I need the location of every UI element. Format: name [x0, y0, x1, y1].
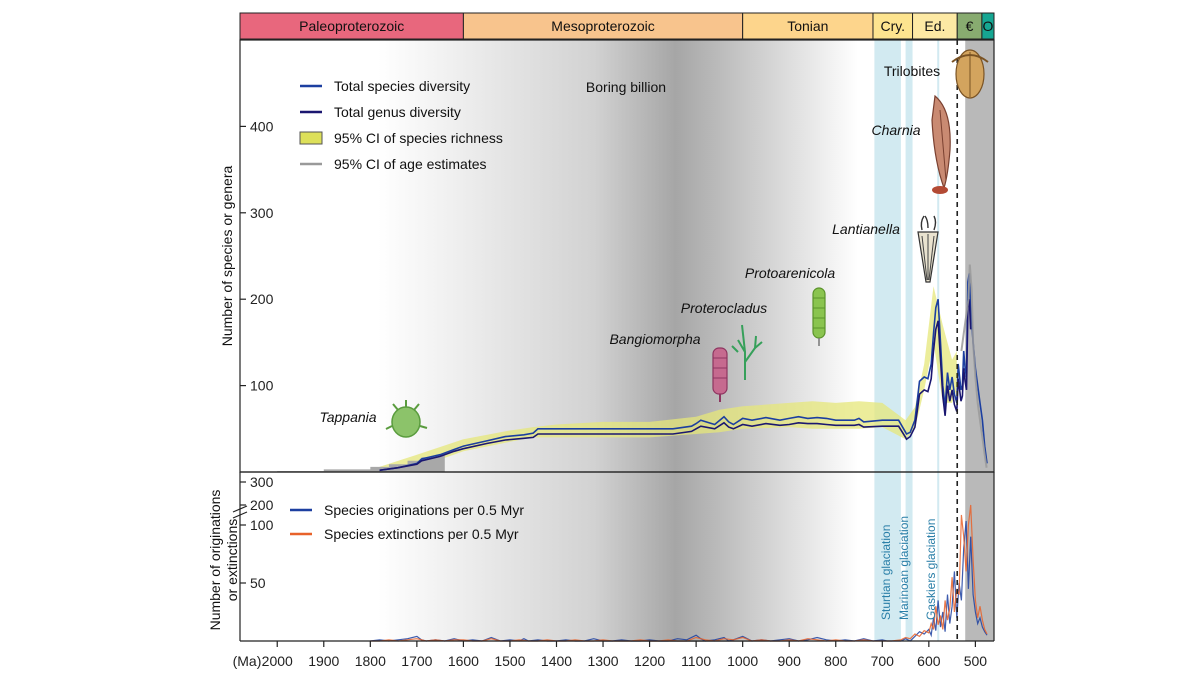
annotation-tappania: Tappania [319, 409, 376, 425]
top-legend-swatch-2 [299, 131, 323, 145]
ci-band-layer [379, 286, 957, 472]
period-label-3: Cry. [880, 18, 905, 34]
bottom-legend: Species originations per 0.5 Myr Species … [290, 502, 524, 542]
period-label-5: € [966, 18, 974, 34]
top-legend-label-3: 95% CI of age estimates [334, 156, 487, 172]
x-tick-label-10: 1000 [727, 653, 758, 669]
period-label-6: O [983, 18, 994, 34]
period-2 [742, 12, 874, 40]
x-tick-label-3: 1700 [401, 653, 432, 669]
annotation-lantianella: Lantianella [832, 221, 900, 237]
period-1 [462, 12, 744, 40]
period-label-2: Tonian [787, 18, 828, 34]
bottom-y-axis-label-line1: Number of originations [207, 490, 223, 631]
protoarenicola-illustration [812, 287, 826, 346]
top-panel-series [379, 264, 988, 472]
glaciation-band-0 [874, 40, 901, 641]
x-tick-label-7: 1300 [587, 653, 618, 669]
axes-ticks: 2000 1900 1800 1700 1600 1500 1400 1300 1200 1100… [240, 118, 987, 669]
bangiomorpha-illustration [712, 347, 728, 402]
x-tick-label-14: 600 [917, 653, 941, 669]
bottom-y-tick-label-3: 300 [250, 474, 274, 490]
x-tick-label-13: 700 [871, 653, 895, 669]
x-tick-label-8: 1200 [634, 653, 665, 669]
bottom-y-tick-label-2: 200 [250, 497, 274, 513]
top-series-1 [379, 299, 972, 472]
x-tick-label-9: 1100 [681, 653, 711, 669]
x-tick-label-0: 2000 [262, 653, 293, 669]
glaciation-label-sturtian: Sturtian glaciation [879, 525, 893, 620]
top-y-tick-label-3: 400 [250, 118, 274, 134]
charnia-illustration [931, 94, 951, 194]
period-label-1: Mesoproterozoic [551, 18, 655, 34]
top-y-tick-label-2: 300 [250, 205, 274, 221]
age-ci-steps [277, 454, 445, 472]
x-tick-label-4: 1600 [448, 653, 479, 669]
bottom-y-tick-label-0: 50 [250, 575, 266, 591]
period-5 [956, 12, 983, 40]
tappania-illustration [385, 400, 428, 438]
bottom-y-axis-label-line2: or extinctions [224, 519, 240, 601]
bottom-legend-label-1: Species extinctions per 0.5 Myr [324, 526, 519, 542]
x-tick-label-6: 1400 [541, 653, 572, 669]
x-tick-label-5: 1500 [494, 653, 525, 669]
period-label-4: Ed. [924, 18, 945, 34]
ci-band-species-richness [379, 286, 957, 472]
top-y-tick-label-0: 100 [250, 378, 274, 394]
x-tick-label-1: 1900 [308, 653, 339, 669]
annotation-protoarenicola: Protoarenicola [745, 265, 835, 281]
annotation-boring-billion: Boring billion [586, 79, 666, 95]
period-label-0: Paleoproterozoic [299, 18, 404, 34]
annotation-bangiomorpha: Bangiomorpha [609, 331, 700, 347]
x-tick-label-2: 1800 [355, 653, 386, 669]
proterocladus-illustration [731, 324, 763, 380]
axis-break-marker [232, 505, 248, 519]
x-axis-unit-label: (Ma) [233, 653, 262, 669]
annotation-charnia: Charnia [871, 122, 920, 138]
annotation-trilobites: Trilobites [884, 63, 940, 79]
top-legend: Total species diversity Total genus diver… [299, 78, 503, 172]
trilobite-illustration [951, 49, 989, 99]
lantianella-illustration [917, 215, 939, 283]
glaciation-bands [874, 40, 940, 641]
bottom-legend-label-0: Species originations per 0.5 Myr [324, 502, 524, 518]
period-0 [239, 12, 464, 40]
top-legend-label-0: Total species diversity [334, 78, 470, 94]
glaciation-label-gaskiers: Gaskiers glaciation [924, 519, 938, 620]
x-tick-label-15: 500 [964, 653, 988, 669]
top-y-axis-label: Number of species or genera [219, 166, 235, 347]
top-legend-label-2: 95% CI of species richness [334, 130, 503, 146]
period-3 [872, 12, 914, 40]
period-4 [912, 12, 958, 40]
x-tick-label-11: 900 [778, 653, 802, 669]
bottom-y-tick-label-1: 100 [250, 517, 274, 533]
top-legend-label-1: Total genus diversity [334, 104, 461, 120]
boring-billion-shading [378, 40, 858, 642]
glaciation-band-1 [905, 40, 913, 641]
x-tick-label-12: 800 [824, 653, 848, 669]
period-6 [981, 12, 995, 40]
glaciation-label-marinoan: Marinoan glaciation [897, 516, 911, 620]
annotation-proterocladus: Proterocladus [681, 300, 767, 316]
period-bar: Paleoproterozoic Mesoproterozoic Tonian Cry… [239, 12, 995, 40]
top-y-tick-label-1: 200 [250, 291, 274, 307]
top-series-2 [960, 264, 988, 468]
age-ci-step-area [277, 454, 445, 472]
